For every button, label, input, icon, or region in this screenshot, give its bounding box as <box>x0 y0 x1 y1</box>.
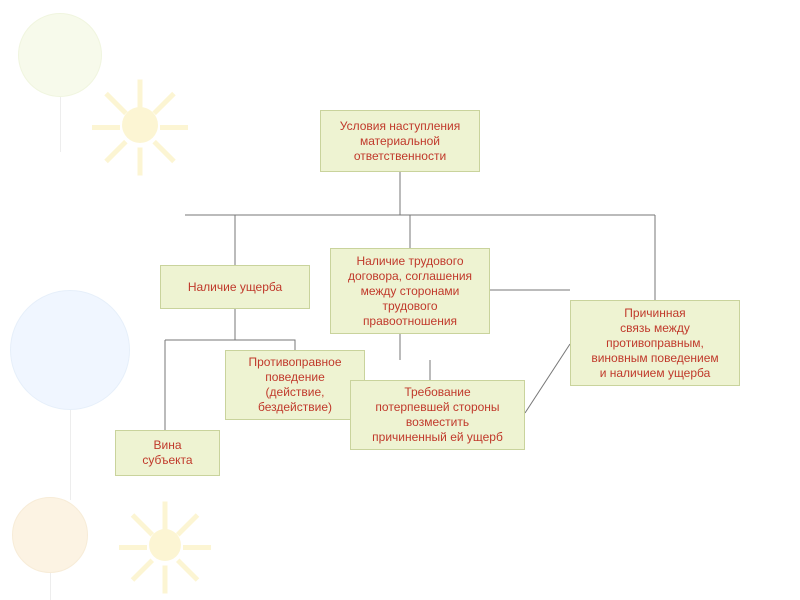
node-damage: Наличие ущерба <box>160 265 310 309</box>
node-contract: Наличие трудового договора, соглашения м… <box>330 248 490 334</box>
node-guilt: Вина субъекта <box>115 430 220 476</box>
diagram-stage: Условия наступления материальной ответст… <box>0 0 800 600</box>
node-root: Условия наступления материальной ответст… <box>320 110 480 172</box>
node-claim: Требование потерпевшей стороны возместит… <box>350 380 525 450</box>
node-wrongful-conduct: Противоправное поведение (действие, безд… <box>225 350 365 420</box>
node-causal-link: Причинная связь между противоправным, ви… <box>570 300 740 386</box>
